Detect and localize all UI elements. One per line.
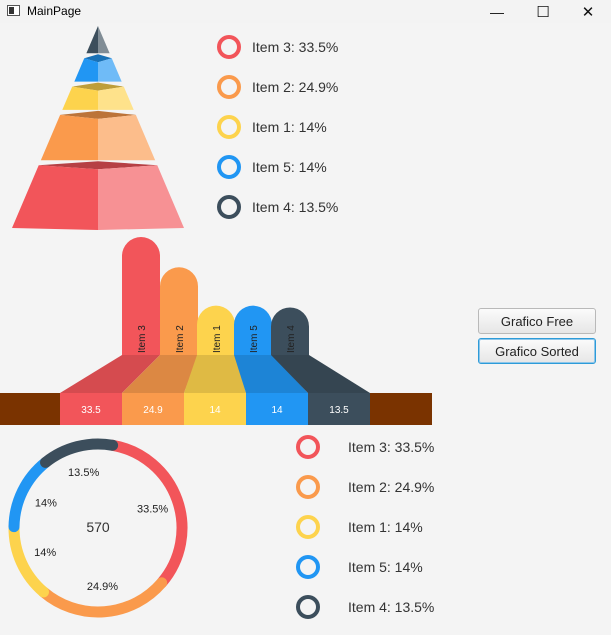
- legend-label: Item 4: 13.5%: [348, 599, 435, 615]
- bar-shadow: [271, 355, 370, 393]
- bar-shadow: [60, 355, 160, 393]
- app-icon: [7, 5, 20, 16]
- bar-value-label: 13.5: [329, 405, 349, 416]
- bar-base-cell: [246, 393, 308, 425]
- legend-label: Item 1: 14%: [252, 119, 327, 135]
- donut-slice: [8, 521, 50, 598]
- bar-base-cell: [122, 393, 184, 425]
- bar-value-label: 33.5: [81, 405, 101, 416]
- bar-value-label: 14: [209, 405, 221, 416]
- legend-ring-icon: [296, 435, 320, 459]
- bar-category-label: Item 1: [212, 325, 223, 353]
- bar-base-cell: [184, 393, 246, 425]
- donut-slice: [107, 439, 188, 589]
- pyramid-slab: [74, 54, 122, 82]
- maximize-button[interactable]: ☐: [536, 3, 550, 21]
- legend-item: Item 1: 14%: [217, 115, 327, 139]
- legend-ring-icon: [217, 155, 241, 179]
- main-content: Item 3: 33.5% Item 2: 24.9% Item 1: 14% …: [0, 23, 611, 635]
- legend-ring-icon: [217, 115, 241, 139]
- pyramid-slab: [86, 26, 110, 54]
- donut-value-label: 14%: [34, 547, 56, 559]
- legend-label: Item 1: 14%: [348, 519, 423, 535]
- legend-item: Item 3: 33.5%: [296, 435, 434, 459]
- legend-item: Item 5: 14%: [217, 155, 327, 179]
- legend-item: Item 2: 24.9%: [296, 475, 434, 499]
- bar-shadow: [122, 355, 198, 393]
- legend-label: Item 3: 33.5%: [348, 439, 435, 455]
- donut-slice: [38, 577, 168, 618]
- legend-label: Item 5: 14%: [252, 159, 327, 175]
- legend-item: Item 4: 13.5%: [296, 595, 434, 619]
- donut-center-label: 570: [86, 519, 110, 535]
- legend-item: Item 4: 13.5%: [217, 195, 338, 219]
- bar-column: [122, 237, 160, 355]
- bar-value-label: 14: [271, 405, 283, 416]
- bar-column: [197, 305, 236, 355]
- donut-value-label: 14%: [35, 497, 57, 509]
- pyramid-slab: [62, 82, 134, 110]
- bar-category-label: Item 5: [249, 325, 260, 353]
- donut-value-label: 24.9%: [87, 581, 118, 593]
- pyramid-slab: [40, 110, 156, 161]
- window-title: MainPage: [27, 4, 82, 18]
- legend-ring-icon: [217, 195, 241, 219]
- donut-value-label: 33.5%: [137, 504, 168, 516]
- bar-shadow: [184, 355, 246, 393]
- bar-value-label: 24.9: [143, 405, 163, 416]
- legend-item: Item 1: 14%: [296, 515, 423, 539]
- legend-label: Item 3: 33.5%: [252, 39, 339, 55]
- legend-label: Item 5: 14%: [348, 559, 423, 575]
- legend-label: Item 2: 24.9%: [252, 79, 339, 95]
- bar-column: [271, 307, 309, 355]
- legend-ring-icon: [217, 35, 241, 59]
- legend-item: Item 3: 33.5%: [217, 35, 338, 59]
- grafico-free-button[interactable]: Grafico Free: [478, 308, 596, 334]
- donut-value-label: 13.5%: [68, 467, 99, 479]
- bar-base-cell: [60, 393, 122, 425]
- donut-chart: 33.5% 24.9% 14% 14% 13.5% 570: [8, 438, 188, 618]
- bar-column: [160, 267, 198, 355]
- legend-item: Item 2: 24.9%: [217, 75, 338, 99]
- legend-ring-icon: [296, 475, 320, 499]
- legend-label: Item 2: 24.9%: [348, 479, 435, 495]
- bar-category-label: Item 3: [137, 325, 148, 353]
- bar-category-label: Item 2: [175, 325, 186, 353]
- bar-shadow: [234, 355, 308, 393]
- grafico-sorted-button[interactable]: Grafico Sorted: [478, 338, 596, 364]
- close-button[interactable]: ✕: [581, 3, 595, 21]
- pyramid-chart: [12, 26, 184, 230]
- bar-base-cell: [308, 393, 370, 425]
- legend-ring-icon: [217, 75, 241, 99]
- legend-ring-icon: [296, 515, 320, 539]
- legend-label: Item 4: 13.5%: [252, 199, 339, 215]
- legend-ring-icon: [296, 595, 320, 619]
- donut-slice: [40, 438, 119, 468]
- bar-category-label: Item 4: [286, 325, 297, 353]
- minimize-button[interactable]: —: [490, 3, 504, 20]
- bar-chart: Item 3 Item 2 Item 1 Item 5 Item 4 33.5 24.9 1…: [0, 237, 432, 425]
- legend-item: Item 5: 14%: [296, 555, 423, 579]
- donut-slice: [8, 456, 52, 533]
- title-bar: MainPage — ☐ ✕: [0, 0, 611, 23]
- legend-ring-icon: [296, 555, 320, 579]
- bar-column: [234, 305, 272, 355]
- pyramid-slab: [12, 161, 184, 230]
